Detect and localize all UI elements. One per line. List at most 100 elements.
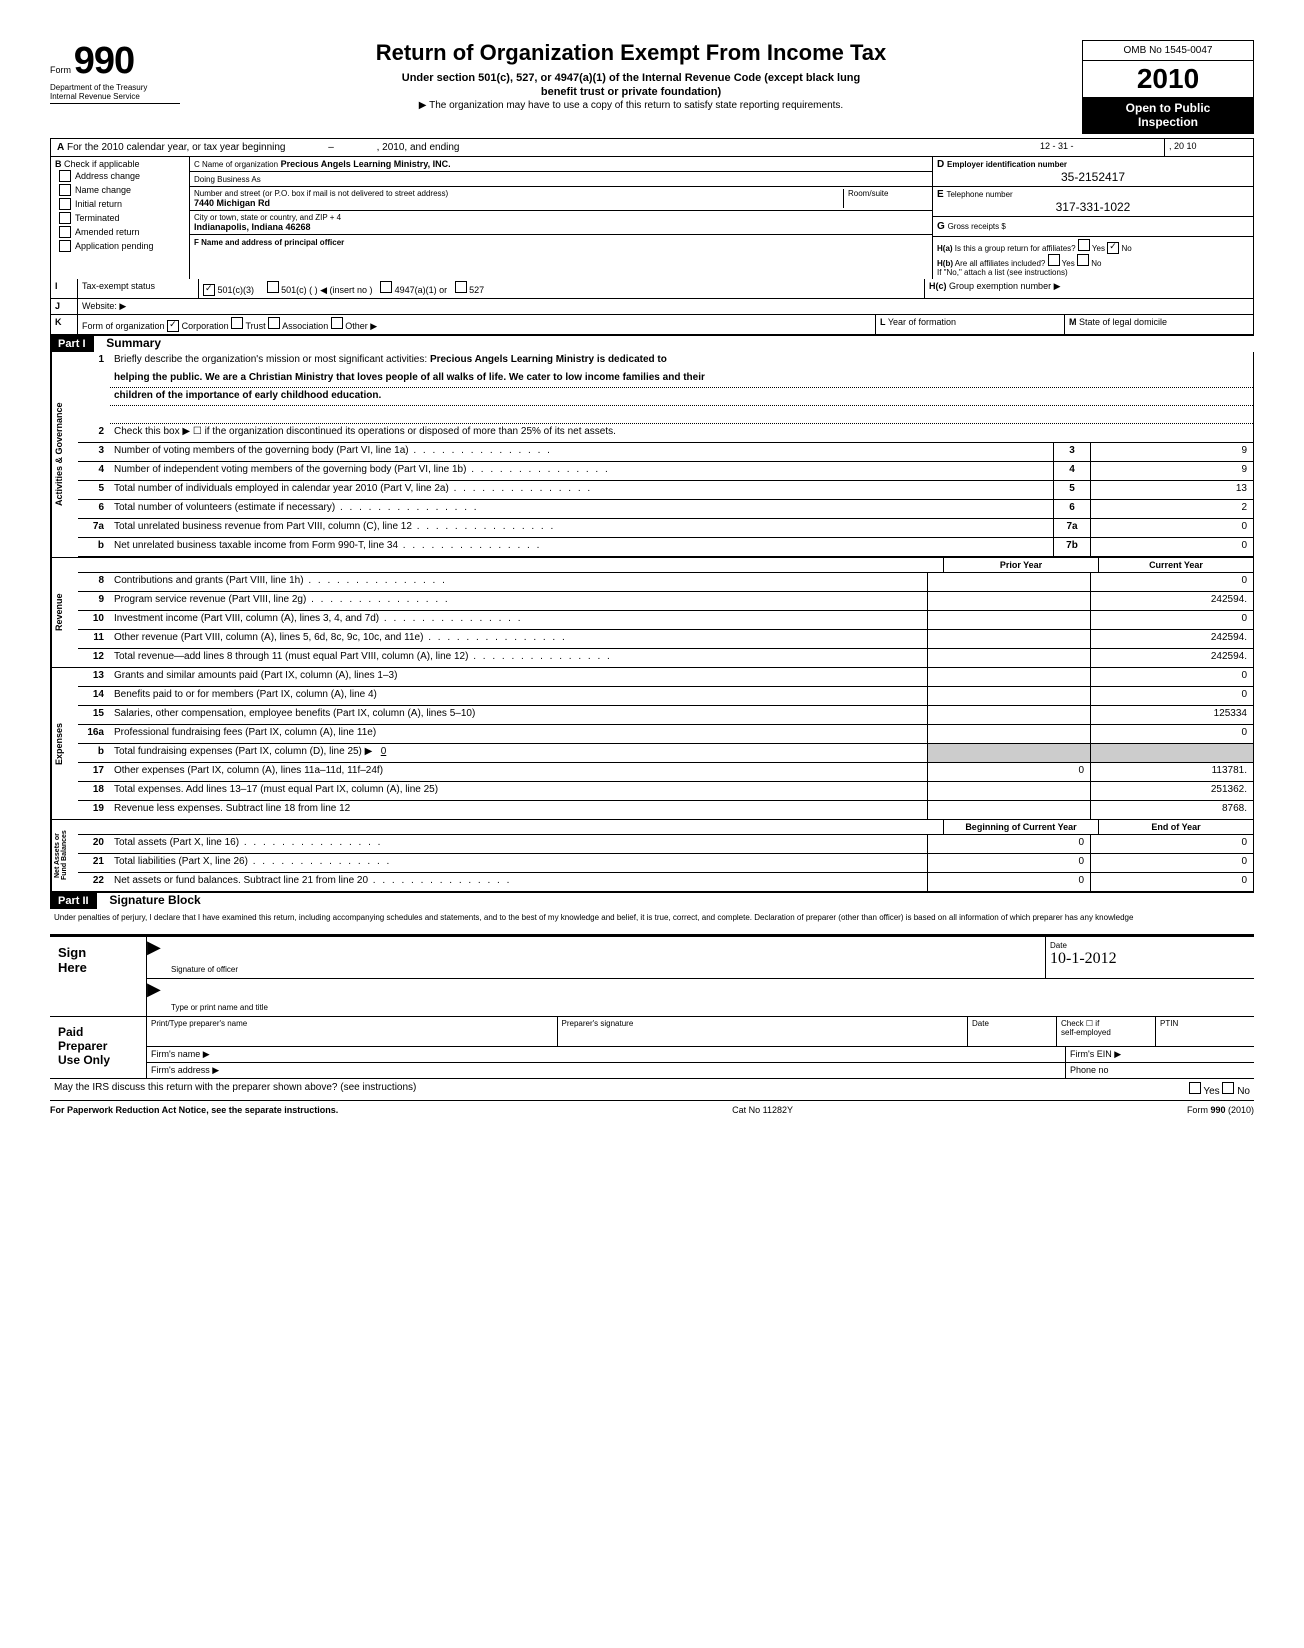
i-4947[interactable] — [380, 281, 392, 293]
subtitle-2: benefit trust or private foundation) — [200, 86, 1062, 98]
room-label: Room/suite — [843, 189, 928, 208]
section-activities: Activities & Governance 1 Briefly descri… — [51, 352, 1253, 558]
h-b: H(b) Are all affiliates included? Yes No — [937, 254, 1249, 268]
line-a-end-month: 12 - 31 - — [1036, 139, 1165, 156]
line1-cont1: helping the public. We are a Christian M… — [110, 370, 1253, 388]
check-self-employed[interactable]: Check ☐ if self-employed — [1057, 1017, 1156, 1046]
line-j: J Website: ▶ — [51, 299, 1253, 315]
i-label: I — [51, 279, 78, 298]
k-trust[interactable] — [231, 317, 243, 329]
part2-title: Signature Block — [99, 893, 200, 907]
line-a-label: A — [57, 142, 64, 153]
sig-date-value: 10-1-2012 — [1050, 950, 1250, 968]
section-netassets: Net Assets or Fund Balances Beginning of… — [51, 820, 1253, 891]
section-expenses: Expenses 13 Grants and similar amounts p… — [51, 668, 1253, 820]
h-a: H(a) Is this a group return for affiliat… — [937, 239, 1249, 254]
table-row: 10 Investment income (Part VIII, column … — [78, 611, 1253, 630]
i-527[interactable] — [455, 281, 467, 293]
i-501c[interactable] — [267, 281, 279, 293]
chk-initial-return[interactable]: Initial return — [55, 197, 185, 211]
omb-number: OMB No 1545-0047 — [1083, 41, 1253, 61]
i-text: Tax-exempt status — [78, 279, 199, 298]
line-b-text: Check if applicable — [64, 159, 140, 169]
e-text: Telephone number — [946, 190, 1012, 199]
ha-no[interactable] — [1107, 242, 1119, 254]
d-text: Employer identification number — [947, 160, 1067, 169]
table-row: 4 Number of independent voting members o… — [78, 462, 1253, 481]
j-label: J — [51, 299, 78, 314]
line-a-end-year: , 20 10 — [1165, 139, 1253, 156]
line1-num: 1 — [78, 352, 110, 370]
table-row: 5 Total number of individuals employed i… — [78, 481, 1253, 500]
main-title: Return of Organization Exempt From Incom… — [200, 40, 1062, 66]
hb-yes[interactable] — [1048, 254, 1060, 266]
footer-right: Form 990 (2010) — [1187, 1105, 1254, 1115]
prep-sig-label: Preparer's signature — [562, 1019, 964, 1028]
table-row: b Total fundraising expenses (Part IX, c… — [78, 744, 1253, 763]
k-assoc[interactable] — [268, 317, 280, 329]
line2-text: Check this box ▶ ☐ if the organization d… — [110, 424, 1253, 442]
form-label: Form — [50, 65, 71, 75]
table-row: 9 Program service revenue (Part VIII, li… — [78, 592, 1253, 611]
line1-cont2: children of the importance of early chil… — [110, 388, 1253, 406]
i-501c3[interactable] — [203, 284, 215, 296]
sign-here-label: Sign Here — [50, 937, 147, 1016]
table-row: 13 Grants and similar amounts paid (Part… — [78, 668, 1253, 687]
arrow-icon-2: ▶ — [147, 979, 167, 1016]
line-b-label: B — [55, 159, 62, 169]
prep-name-label: Print/Type preparer's name — [151, 1019, 553, 1028]
type-name-label: Type or print name and title — [171, 1003, 1250, 1012]
table-row: 22 Net assets or fund balances. Subtract… — [78, 873, 1253, 891]
dept-line1: Department of the Treasury — [50, 83, 180, 92]
discuss-no[interactable] — [1222, 1082, 1234, 1094]
signature-block: Sign Here ▶ Signature of officer Date 10… — [50, 934, 1254, 1100]
c-name-label: C Name of organization — [194, 160, 278, 169]
table-row: b Net unrelated business taxable income … — [78, 538, 1253, 557]
k-text: Form of organization — [82, 321, 165, 331]
hc-label: H(c) — [929, 281, 947, 291]
g-label: G — [937, 221, 945, 232]
sig-date-label: Date — [1050, 941, 1250, 950]
table-row: 7a Total unrelated business revenue from… — [78, 519, 1253, 538]
header-grid: A For the 2010 calendar year, or tax yea… — [50, 138, 1254, 335]
footer-left: For Paperwork Reduction Act Notice, see … — [50, 1105, 338, 1115]
sig-declaration: Under penalties of perjury, I declare th… — [50, 909, 1254, 926]
section-revenue: Revenue Prior Year Current Year 8 Contri… — [51, 558, 1253, 668]
hc-text: Group exemption number ▶ — [949, 281, 1060, 291]
footer-mid: Cat No 11282Y — [732, 1105, 793, 1115]
open-public: Open to Public Inspection — [1083, 97, 1253, 133]
phone-value: 317-331-1022 — [937, 200, 1249, 214]
chk-amended[interactable]: Amended return — [55, 225, 185, 239]
part-2: Part II Signature Block — [50, 892, 1254, 909]
ein-value: 35-2152417 — [937, 170, 1249, 184]
j-text: Website: ▶ — [78, 299, 1253, 314]
ha-yes[interactable] — [1078, 239, 1090, 251]
part1-title: Summary — [96, 336, 161, 350]
k-label: K — [51, 315, 78, 334]
k-other[interactable] — [331, 317, 343, 329]
chk-terminated[interactable]: Terminated — [55, 211, 185, 225]
chk-address-change[interactable]: Address change — [55, 169, 185, 183]
col-c: C Name of organization Precious Angels L… — [190, 157, 933, 279]
line-k: K Form of organization Corporation Trust… — [51, 315, 1253, 334]
table-row: 15 Salaries, other compensation, employe… — [78, 706, 1253, 725]
line2-num: 2 — [78, 424, 110, 442]
col-b: B Check if applicable Address change Nam… — [51, 157, 190, 279]
hb-no[interactable] — [1077, 254, 1089, 266]
open-public-2: Inspection — [1087, 115, 1249, 129]
l-text: Year of formation — [888, 317, 956, 327]
table-row: 16a Professional fundraising fees (Part … — [78, 725, 1253, 744]
k-corp[interactable] — [167, 320, 179, 332]
m-label: M — [1069, 317, 1077, 327]
chk-pending[interactable]: Application pending — [55, 239, 185, 253]
col-begin: Beginning of Current Year — [943, 820, 1098, 834]
line-a: A For the 2010 calendar year, or tax yea… — [51, 139, 1253, 157]
part-1: Part I Summary — [50, 335, 1254, 352]
col-end: End of Year — [1098, 820, 1253, 834]
d-label: D — [937, 159, 944, 170]
discuss-yes[interactable] — [1189, 1082, 1201, 1094]
dept-treasury: Department of the Treasury Internal Reve… — [50, 83, 180, 104]
chk-name-change[interactable]: Name change — [55, 183, 185, 197]
vert-expenses: Expenses — [51, 668, 78, 819]
table-row: 3 Number of voting members of the govern… — [78, 443, 1253, 462]
